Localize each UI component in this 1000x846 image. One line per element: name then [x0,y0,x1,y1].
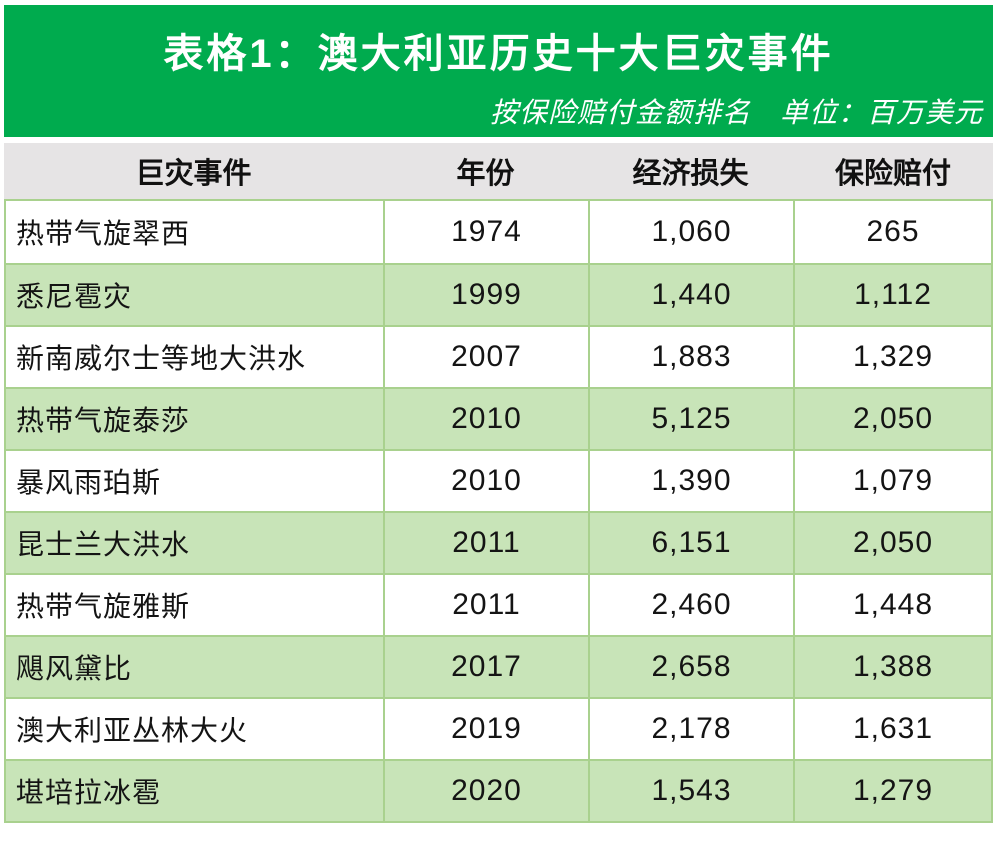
economic-loss-cell: 1,883 [588,327,793,387]
table-row: 热带气旋翠西 1974 1,060 265 [6,201,991,263]
year-cell: 2011 [383,575,588,635]
table-row: 昆士兰大洪水 2011 6,151 2,050 [6,511,991,573]
table-title-banner: 表格1：澳大利亚历史十大巨灾事件 按保险赔付金额排名 单位：百万美元 [4,5,993,137]
event-cell: 堪培拉冰雹 [16,777,162,808]
year-cell: 1999 [383,265,588,325]
table-row: 堪培拉冰雹 2020 1,543 1,279 [6,759,991,821]
economic-loss-cell: 2,178 [588,699,793,759]
event-cell: 热带气旋雅斯 [16,591,191,622]
column-header-insured-loss: 保险赔付 [834,158,951,190]
year-cell: 2007 [383,327,588,387]
year-cell: 2019 [383,699,588,759]
column-header-event: 巨灾事件 [135,158,252,190]
table-title: 表格1：澳大利亚历史十大巨灾事件 [163,32,834,76]
year-cell: 1974 [383,201,588,263]
table-row: 飓风黛比 2017 2,658 1,388 [6,635,991,697]
insured-loss-cell: 1,279 [793,761,991,821]
year-cell: 2010 [383,451,588,511]
table-row: 澳大利亚丛林大火 2019 2,178 1,631 [6,697,991,759]
year-cell: 2011 [383,513,588,573]
economic-loss-cell: 2,460 [588,575,793,635]
event-cell: 热带气旋翠西 [16,218,191,249]
economic-loss-cell: 1,060 [588,201,793,263]
catastrophe-table: 热带气旋翠西 1974 1,060 265 悉尼雹灾 1999 1,440 1,… [4,199,993,823]
insured-loss-cell: 2,050 [793,513,991,573]
table-row: 暴风雨珀斯 2010 1,390 1,079 [6,449,991,511]
table-row: 热带气旋雅斯 2011 2,460 1,448 [6,573,991,635]
economic-loss-cell: 1,440 [588,265,793,325]
insured-loss-cell: 1,448 [793,575,991,635]
insured-loss-cell: 1,388 [793,637,991,697]
year-cell: 2010 [383,389,588,449]
event-cell: 昆士兰大洪水 [16,529,191,560]
banner-header-gap [4,137,993,143]
event-cell: 飓风黛比 [16,653,133,684]
event-cell: 新南威尔士等地大洪水 [16,343,307,374]
economic-loss-cell: 1,543 [588,761,793,821]
table-row: 热带气旋泰莎 2010 5,125 2,050 [6,387,991,449]
column-header-economic-loss: 经济损失 [632,158,749,190]
column-header-year: 年份 [456,158,515,190]
year-cell: 2017 [383,637,588,697]
year-cell: 2020 [383,761,588,821]
table-subtitle: 按保险赔付金额排名 单位：百万美元 [489,97,983,128]
insured-loss-cell: 1,079 [793,451,991,511]
economic-loss-cell: 5,125 [588,389,793,449]
economic-loss-cell: 6,151 [588,513,793,573]
insured-loss-cell: 1,631 [793,699,991,759]
event-cell: 暴风雨珀斯 [16,467,162,498]
insured-loss-cell: 265 [793,201,991,263]
economic-loss-cell: 2,658 [588,637,793,697]
event-cell: 澳大利亚丛林大火 [16,715,249,746]
table-header-row: 巨灾事件 年份 经济损失 保险赔付 [4,143,993,199]
insured-loss-cell: 1,112 [793,265,991,325]
table-row: 新南威尔士等地大洪水 2007 1,883 1,329 [6,325,991,387]
insured-loss-cell: 2,050 [793,389,991,449]
event-cell: 悉尼雹灾 [16,281,133,312]
event-cell: 热带气旋泰莎 [16,405,191,436]
economic-loss-cell: 1,390 [588,451,793,511]
insured-loss-cell: 1,329 [793,327,991,387]
table-row: 悉尼雹灾 1999 1,440 1,112 [6,263,991,325]
